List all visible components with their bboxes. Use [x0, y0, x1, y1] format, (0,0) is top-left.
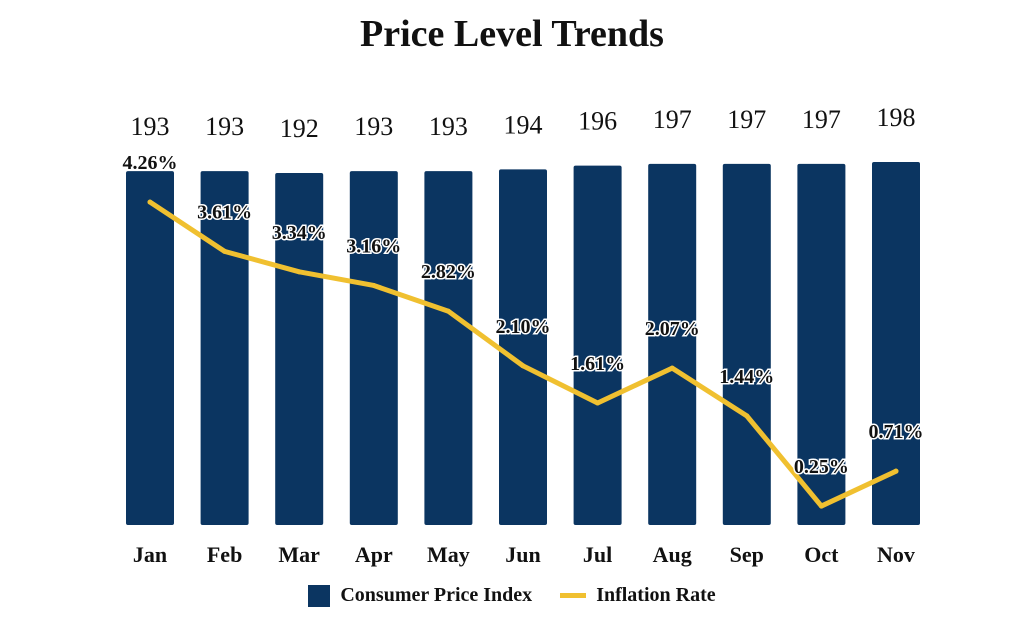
x-tick-label: Oct [804, 542, 839, 567]
inflation-value-label: 0.25% [794, 456, 849, 478]
x-tick-label: Mar [278, 542, 320, 567]
inflation-value-label: 3.16% [346, 235, 401, 257]
cpi-value-label: 194 [504, 110, 543, 139]
cpi-bar [499, 169, 547, 526]
legend-label-inflation: Inflation Rate [596, 584, 716, 606]
inflation-value-label: 2.10% [496, 316, 551, 338]
cpi-bar [275, 173, 324, 525]
inflation-value-label: 0.71% [869, 421, 924, 443]
x-tick-label: Jul [583, 542, 612, 567]
cpi-value-label: 193 [429, 112, 468, 141]
cpi-value-label: 197 [802, 105, 841, 134]
cpi-bar [349, 171, 398, 525]
cpi-value-label: 197 [727, 105, 766, 134]
legend-label-cpi: Consumer Price Index [340, 584, 533, 606]
inflation-point [595, 400, 601, 406]
cpi-bar [648, 163, 697, 526]
cpi-value-label: 193 [131, 112, 170, 141]
inflation-point [818, 503, 824, 509]
inflation-point [744, 413, 750, 419]
inflation-point [147, 199, 153, 205]
cpi-value-label: 193 [354, 112, 393, 141]
legend-swatch-inflation [560, 593, 587, 598]
cpi-bar [424, 171, 473, 525]
x-tick-label: Aug [653, 542, 692, 567]
cpi-value-label: 192 [280, 114, 319, 143]
inflation-value-label: 3.34% [272, 222, 327, 244]
cpi-value-label: 193 [205, 112, 244, 141]
x-tick-label: Nov [877, 542, 915, 567]
inflation-value-label: 2.07% [645, 318, 700, 340]
chart-legend: Consumer Price Index Inflation Rate [0, 584, 1024, 607]
x-tick-label: Apr [355, 542, 393, 567]
x-tick-label: Jan [133, 542, 167, 567]
legend-item-cpi: Consumer Price Index [308, 584, 532, 607]
inflation-point [893, 468, 899, 474]
inflation-value-label: 4.26% [123, 152, 178, 174]
x-tick-label: Feb [207, 542, 242, 567]
inflation-point [222, 248, 228, 254]
inflation-value-label: 1.44% [719, 366, 774, 388]
legend-swatch-cpi [308, 584, 331, 607]
inflation-point [296, 269, 302, 275]
cpi-bar [872, 162, 920, 525]
x-tick-label: Jun [505, 542, 540, 567]
legend-item-inflation: Inflation Rate [560, 584, 716, 607]
x-tick-label: May [427, 542, 470, 567]
cpi-value-label: 196 [578, 107, 617, 136]
cpi-bar [126, 171, 174, 525]
chart-title: Price Level Trends [360, 13, 664, 55]
inflation-point [520, 363, 526, 369]
inflation-value-label: 1.61% [570, 353, 625, 375]
cpi-bar [797, 163, 846, 526]
cpi-value-label: 198 [877, 103, 916, 132]
inflation-value-label: 3.61% [197, 201, 252, 223]
inflation-point [445, 308, 451, 314]
cpi-bar [573, 165, 622, 525]
cpi-value-label: 197 [653, 105, 692, 134]
inflation-value-label: 2.82% [421, 261, 476, 283]
cpi-bar [200, 171, 249, 525]
x-tick-label: Sep [730, 542, 764, 567]
cpi-bar [722, 163, 771, 526]
inflation-point [371, 282, 377, 288]
inflation-point [669, 365, 675, 371]
